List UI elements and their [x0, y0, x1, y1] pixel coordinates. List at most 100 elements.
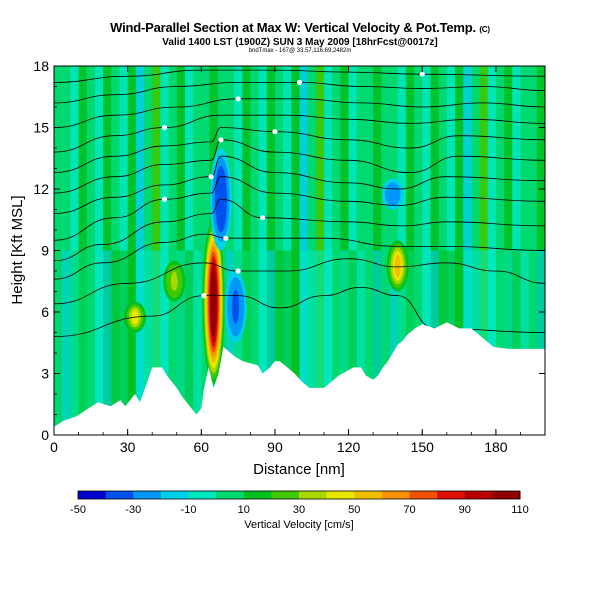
- chart-title: Wind-Parallel Section at Max W: Vertical…: [0, 20, 600, 35]
- theta-contour-line: [54, 176, 545, 241]
- colorbar-tick-label: 30: [293, 504, 305, 516]
- y-axis-label: Height [Kft MSL]: [9, 195, 26, 304]
- colorbar-segment: [326, 491, 355, 499]
- y-tick-label: 9: [41, 243, 49, 259]
- theta-contours: [54, 69, 545, 337]
- field-streak-low: [528, 250, 538, 435]
- theta-contour-line: [54, 258, 545, 305]
- field-streak-low: [250, 250, 260, 435]
- field-streak-low: [225, 250, 235, 435]
- field-streak-low: [520, 250, 530, 435]
- field-streak-low: [78, 250, 88, 435]
- colorbar-tick-label: 90: [459, 504, 471, 516]
- colorbar-tick-label: 50: [348, 504, 360, 516]
- colorbar-segment: [492, 491, 521, 499]
- field-streak-low: [103, 250, 112, 435]
- field-streak-low: [160, 250, 170, 435]
- field-streak-low: [381, 250, 391, 435]
- updraft-core: [170, 271, 178, 291]
- field-streak-low: [54, 250, 63, 435]
- colorbar-segment: [216, 491, 245, 499]
- field-streak-low: [291, 250, 300, 435]
- updraft-core: [394, 254, 401, 278]
- theta-contour-line: [54, 198, 545, 262]
- colorbar-segment: [464, 491, 493, 499]
- field-streak-low: [168, 250, 178, 435]
- field-streak-low: [152, 250, 161, 435]
- colorbar-segment: [299, 491, 328, 499]
- field-streak-low: [348, 250, 358, 435]
- field-streak-low: [512, 250, 521, 435]
- contour-label-dot: [260, 215, 266, 221]
- colorbar: -50 -30 -10 10 30 50 70 90 110: [70, 490, 529, 516]
- colorbar-segment: [188, 491, 217, 499]
- x-tick-label: 180: [484, 439, 508, 455]
- colorbar-segment: [409, 491, 438, 499]
- theta-contour-line: [54, 98, 545, 128]
- terrain-mask: [54, 322, 545, 435]
- field-streak-low: [94, 250, 104, 435]
- colorbar-tick-label: -50: [70, 504, 86, 516]
- field-streak-low: [266, 250, 276, 435]
- y-tick-label: 15: [33, 120, 49, 136]
- y-tick-label: 12: [33, 181, 49, 197]
- chart-title-text: Wind-Parallel Section at Max W: Vertical…: [110, 20, 476, 35]
- colorbar-tick-label: 10: [238, 504, 250, 516]
- contour-label-dot: [161, 196, 168, 202]
- downdraft-core: [232, 289, 240, 324]
- x-axis-label: Distance [nm]: [253, 461, 345, 478]
- field-streak-low: [119, 250, 129, 435]
- x-tick-label: 60: [194, 439, 210, 455]
- contour-label-dot: [161, 124, 168, 131]
- field-streak-low: [111, 250, 120, 435]
- contour-label-dot: [218, 137, 224, 143]
- contour-label-dot: [235, 268, 241, 274]
- contour-label-dot: [235, 96, 241, 102]
- colorbar-tick-label: -10: [181, 504, 197, 516]
- chart-title-units: (C): [479, 25, 490, 34]
- field-streak-low: [299, 250, 309, 435]
- downdraft-core: [388, 185, 398, 203]
- field-streak-low: [536, 250, 545, 435]
- field-streak-low: [495, 250, 505, 435]
- colorbar-tick-label: -30: [125, 504, 141, 516]
- field-streak-low: [86, 250, 96, 435]
- field-streak-low: [127, 250, 137, 435]
- field-streak-low: [176, 250, 186, 435]
- x-tick-label: 30: [120, 439, 136, 455]
- contour-label-dot: [223, 235, 229, 241]
- colorbar-frame: [77, 490, 521, 500]
- field-streak-low: [356, 250, 366, 435]
- terrain: [54, 322, 545, 435]
- colorbar-segment: [437, 491, 466, 499]
- colorbar-segment: [354, 491, 383, 499]
- chart-subtitle: Valid 1400 LST (1900Z) SUN 3 May 2009 [1…: [162, 37, 438, 48]
- colorbar-label: Vertical Velocity [cm/s]: [244, 519, 353, 531]
- field-streak-low: [283, 250, 292, 435]
- updraft-core: [211, 271, 216, 332]
- field-streak-low: [332, 250, 341, 435]
- colorbar-tick-label: 110: [511, 504, 529, 516]
- y-tick-label: 6: [41, 304, 49, 320]
- theta-contour-line: [54, 127, 545, 173]
- x-tick-label: 150: [411, 439, 435, 455]
- theta-contour-line: [54, 233, 545, 280]
- theta-contour-line: [54, 155, 545, 214]
- axes: 0 30 60 90 120 150 180 0 3 6 9 12 15 18: [33, 58, 546, 455]
- x-tick-label: 90: [267, 439, 283, 455]
- contour-label-dot: [201, 293, 207, 299]
- field-streak-low: [340, 250, 350, 435]
- field-streak-low: [389, 250, 399, 435]
- colorbar-segment: [105, 491, 134, 499]
- theta-contour-line: [54, 114, 545, 153]
- field-streak-low: [364, 250, 374, 435]
- field-streak-low: [258, 250, 268, 435]
- theta-contour-line: [54, 286, 545, 337]
- field-streak-low: [315, 250, 325, 435]
- y-tick-label: 0: [41, 427, 49, 443]
- theta-contour-line: [54, 69, 545, 83]
- field-streak-low: [135, 250, 145, 435]
- plot-area: [54, 66, 545, 435]
- contour-label-dot: [272, 129, 278, 135]
